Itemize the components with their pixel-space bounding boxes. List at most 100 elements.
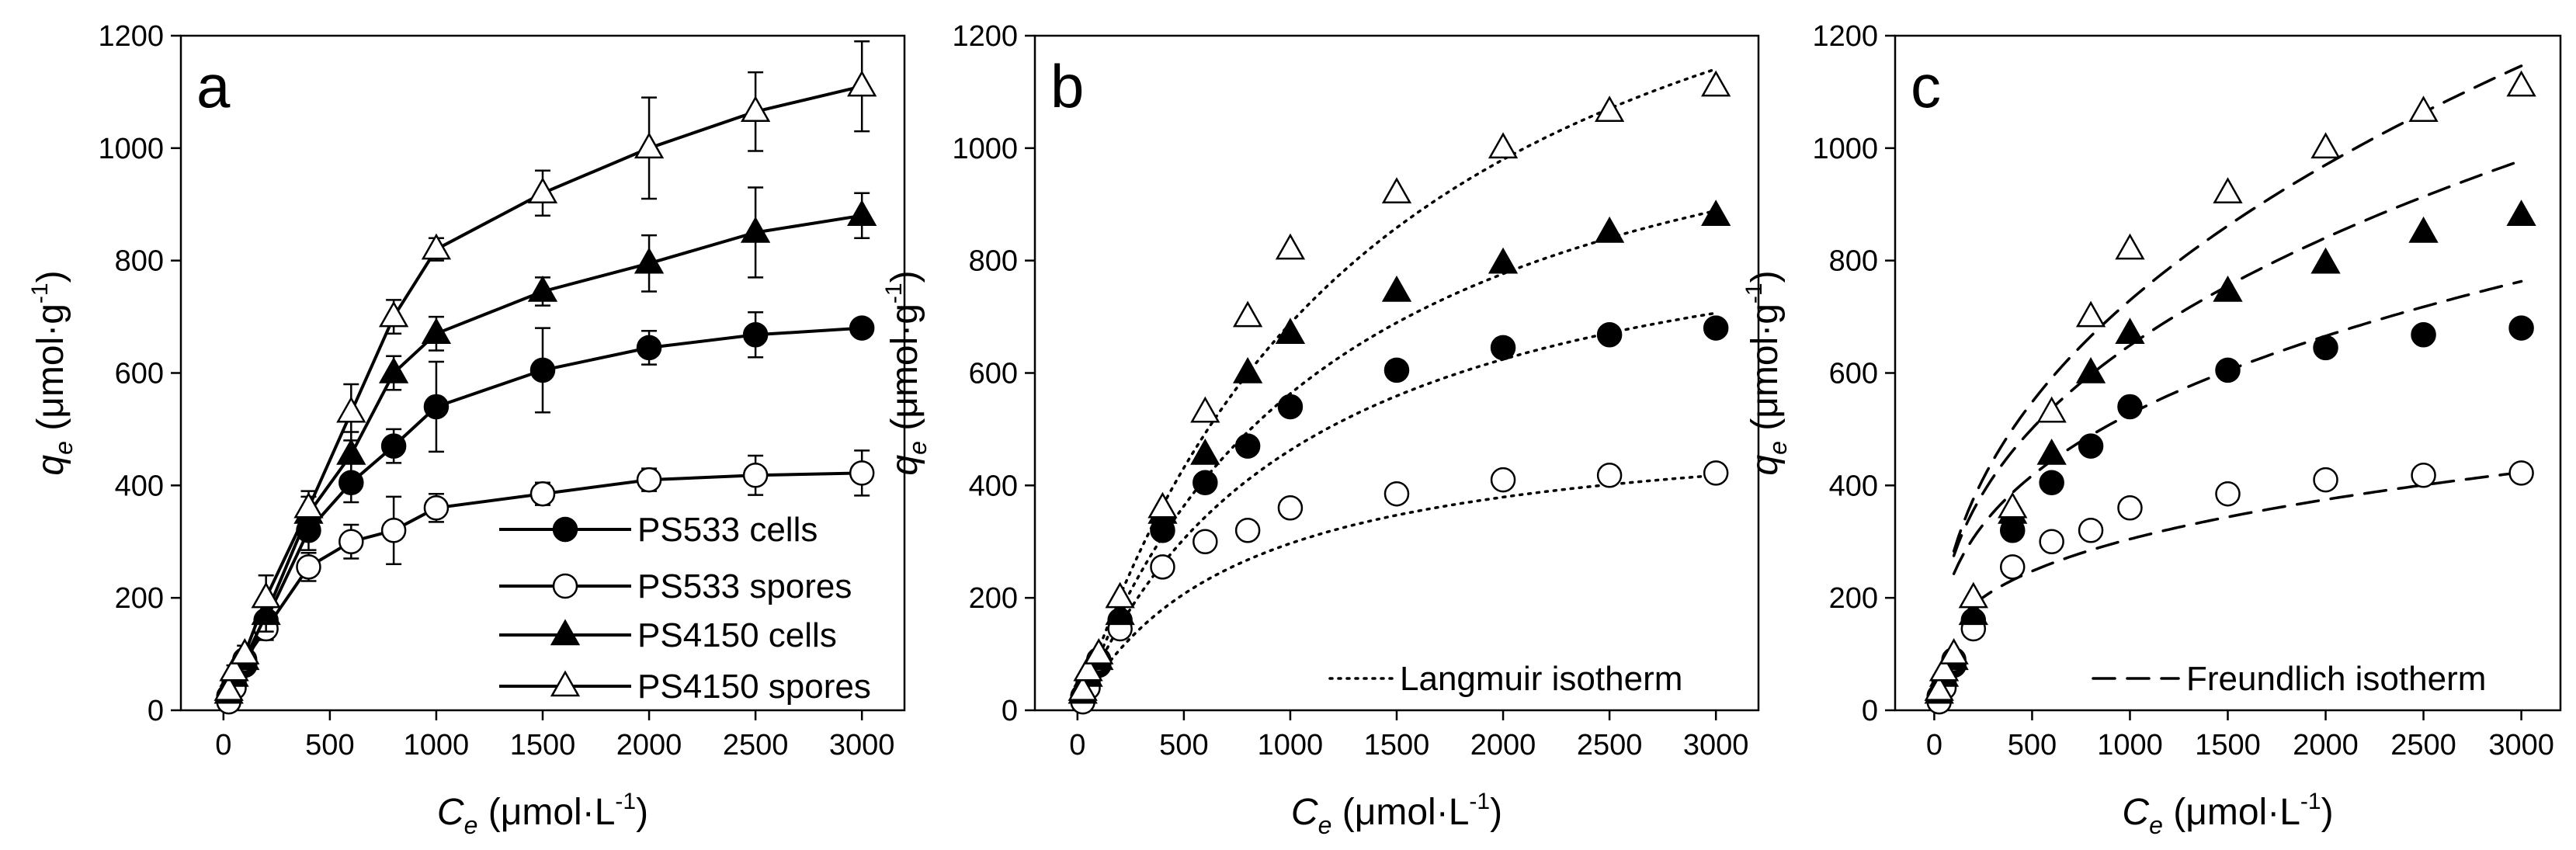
data-point: [219, 654, 249, 682]
data-point: [1703, 460, 1729, 486]
data-point: [2117, 495, 2143, 521]
y-axis-title-close: ): [30, 270, 71, 283]
data-point: [1703, 315, 1729, 341]
y-axis-title-superscript: -1: [881, 283, 907, 304]
x-tick-label: 2000: [1470, 729, 1536, 762]
x-tick-label: 0: [215, 729, 231, 762]
x-axis-title-unit: (μmol·L: [1331, 792, 1469, 833]
y-tick-label: 1200: [1812, 20, 1878, 53]
x-axis-title-superscript: -1: [2300, 789, 2321, 814]
data-point: [847, 70, 877, 97]
x-tick-label: 2500: [723, 729, 789, 762]
data-point: [336, 396, 366, 423]
data-point: [296, 554, 321, 580]
data-point: [1488, 247, 1519, 274]
data-point: [2506, 199, 2536, 226]
data-point: [1232, 356, 1263, 383]
data-point: [847, 199, 877, 226]
series-ps533-cells: [1926, 315, 2534, 709]
data-point: [1068, 675, 1098, 701]
legend: Freundlich isotherm: [2092, 660, 2486, 698]
data-point: [1105, 598, 1135, 626]
data-point: [2313, 467, 2338, 493]
data-point: [1277, 394, 1304, 420]
data-point: [1596, 463, 1623, 488]
data-point: [421, 233, 452, 260]
data-point: [1383, 481, 1410, 507]
x-tick-label: 2000: [616, 729, 682, 762]
series-ps4150-spores: [1068, 70, 1731, 701]
x-tick-label: 3000: [2488, 729, 2554, 762]
legend-marker: [550, 619, 581, 646]
x-axis-title-unit: (μmol·L: [2163, 792, 2300, 833]
data-point: [2310, 247, 2341, 274]
x-tick-label: 1500: [510, 729, 576, 762]
data-point: [1190, 438, 1220, 465]
series-ps4150-spores: [214, 40, 877, 701]
data-point: [1958, 598, 1988, 626]
x-axis-title-unit: (μmol·L: [477, 792, 615, 833]
data-point: [742, 463, 769, 488]
data-point: [2075, 300, 2106, 328]
data-point: [1490, 335, 1516, 361]
data-point: [849, 460, 875, 486]
y-tick-label: 1000: [952, 133, 1018, 165]
x-tick-label: 500: [1159, 729, 1208, 762]
data-point: [1232, 300, 1263, 328]
data-point: [1190, 396, 1220, 423]
data-point: [742, 322, 769, 348]
y-axis-title: qe (μmol·g-1): [1741, 270, 1792, 475]
x-tick-label: 1000: [1258, 729, 1324, 762]
data-point: [1490, 467, 1516, 493]
x-tick-label: 500: [305, 729, 354, 762]
data-point: [1929, 654, 1960, 682]
x-axis-title-superscript: -1: [1469, 789, 1490, 814]
y-tick-label: 1000: [98, 133, 164, 165]
legend-marker: [552, 516, 578, 543]
data-point: [636, 335, 662, 361]
legend-label: PS4150 spores: [637, 668, 871, 706]
data-point: [378, 300, 409, 328]
y-axis-title-symbol: q: [1745, 455, 1786, 476]
y-axis-title-superscript: -1: [1741, 283, 1767, 304]
y-axis-title-close: ): [884, 270, 925, 283]
data-point: [423, 495, 450, 521]
y-axis-title-subscript: e: [50, 441, 78, 455]
x-axis-title-superscript: -1: [615, 789, 636, 814]
y-tick-label: 200: [115, 582, 164, 615]
legend: PS533 cells PS533 spores PS4150 cells PS415…: [499, 511, 871, 706]
y-axis-title-close: ): [1745, 270, 1786, 283]
y-tick-label: 600: [969, 358, 1018, 390]
data-point: [1998, 491, 2028, 519]
fit-curve-ps533-spores: [1972, 470, 2523, 606]
data-point: [421, 317, 452, 345]
data-point: [2408, 216, 2439, 243]
data-point: [1147, 491, 1178, 519]
fit-curve-ps533-spores: [1076, 474, 1717, 710]
x-axis-title-symbol: C: [1291, 792, 1318, 833]
legend-label: Langmuir isotherm: [1400, 660, 1682, 698]
x-axis-title-close: ): [2321, 792, 2334, 833]
x-tick-label: 3000: [829, 729, 895, 762]
y-axis-title-unit: (μmol·g: [884, 304, 925, 441]
data-point: [2039, 470, 2064, 495]
data-point: [1594, 216, 1625, 243]
data-point: [251, 581, 281, 609]
fit-curves: [1952, 64, 2523, 606]
data-point: [740, 95, 771, 123]
y-tick-label: 200: [1829, 582, 1878, 615]
data-point: [636, 467, 662, 493]
data-point: [2313, 335, 2338, 361]
y-axis-title: qe (μmol·g-1): [881, 270, 932, 475]
x-tick-label: 1000: [2097, 729, 2163, 762]
x-tick-label: 0: [1926, 729, 1942, 762]
x-tick-label: 2000: [2293, 729, 2359, 762]
panel-label: c: [1911, 52, 1941, 120]
data-point: [2078, 518, 2104, 543]
fit-curves: [1076, 68, 1717, 710]
y-tick-label: 0: [1002, 695, 1018, 727]
series-ps4150-cells: [1924, 199, 2536, 704]
data-point: [2411, 322, 2436, 348]
data-point: [1488, 132, 1519, 159]
x-tick-label: 2500: [1577, 729, 1643, 762]
